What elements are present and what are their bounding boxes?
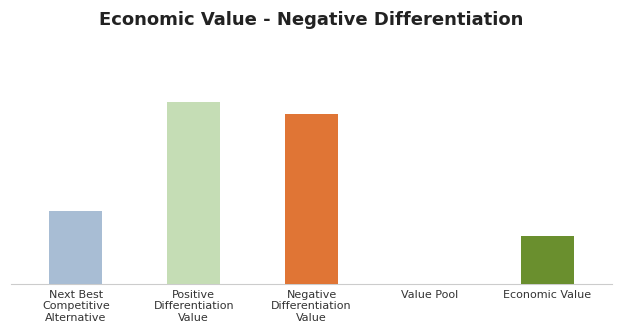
Bar xyxy=(49,211,102,284)
Bar xyxy=(285,115,338,284)
Title: Economic Value - Negative Differentiation: Economic Value - Negative Differentiatio… xyxy=(99,11,524,29)
Bar xyxy=(521,236,574,284)
Bar xyxy=(167,102,220,284)
